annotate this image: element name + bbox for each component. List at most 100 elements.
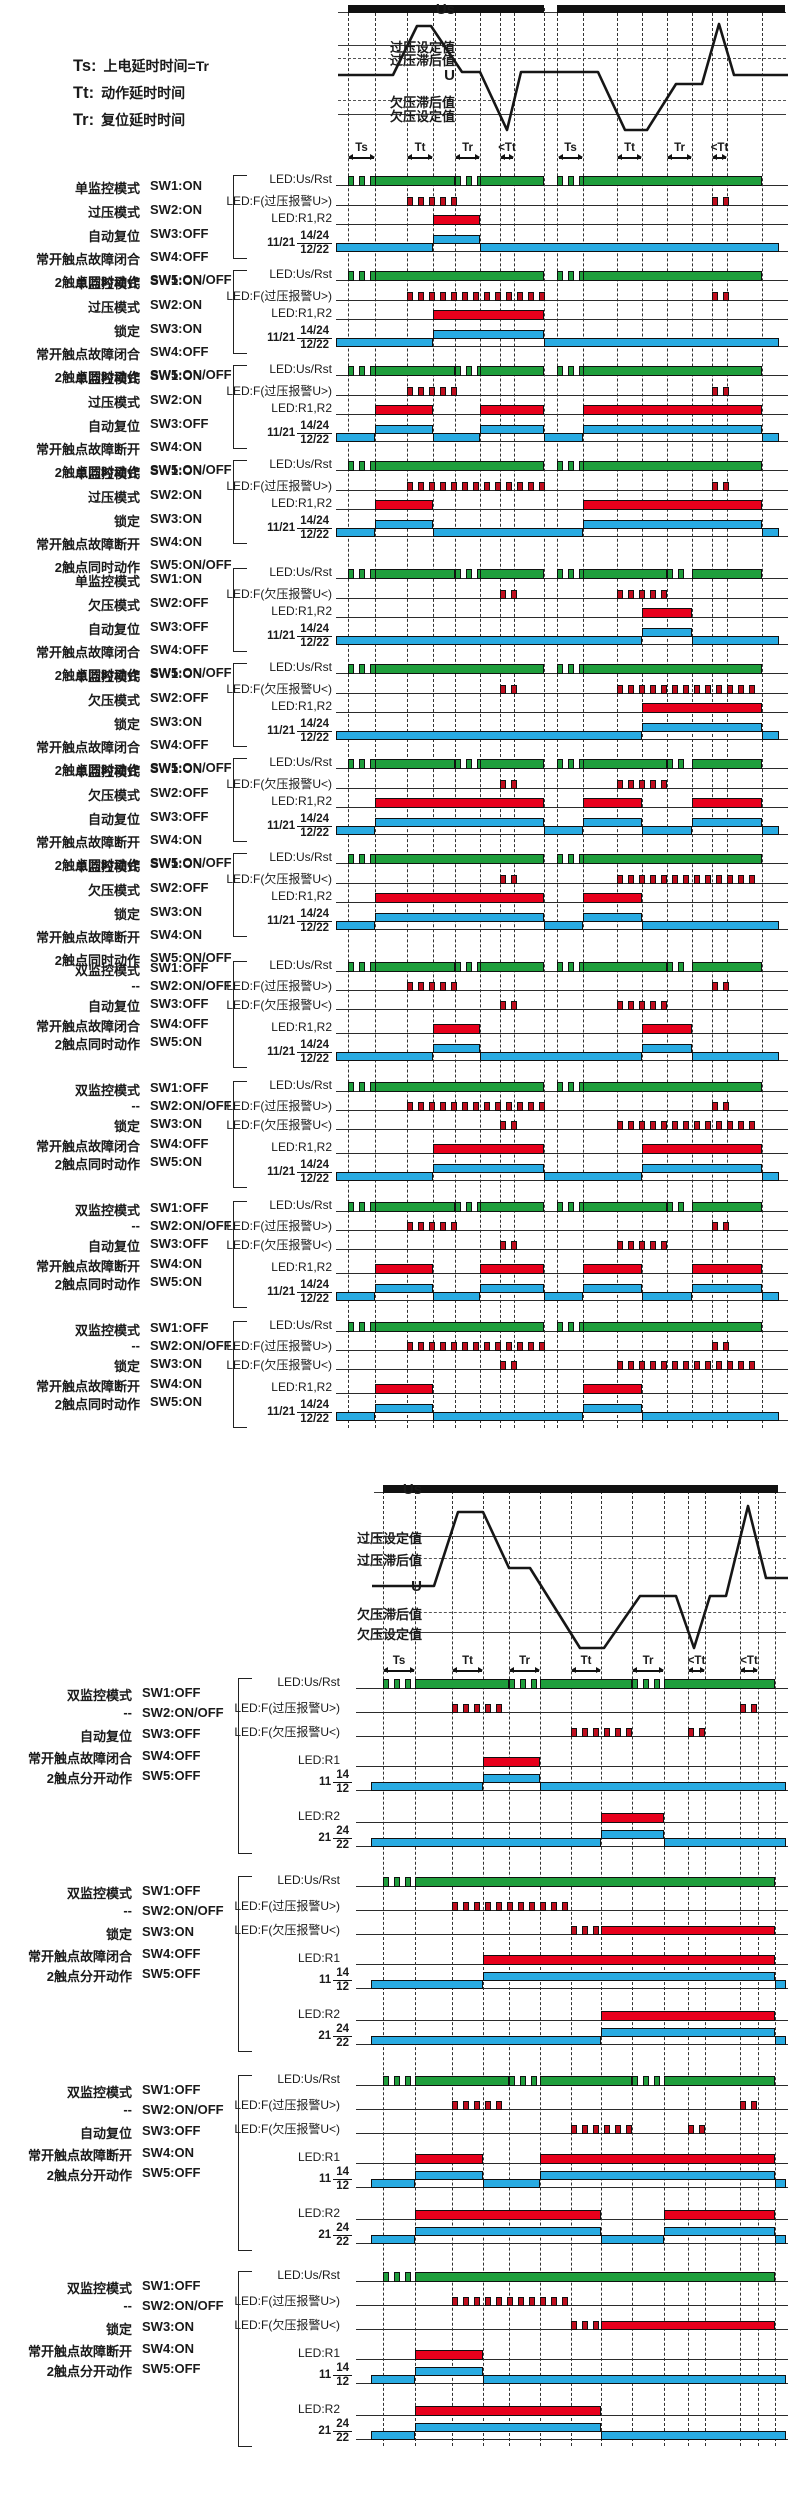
top-timing-block-12-led-blink-tick [694, 1361, 701, 1370]
top-timing-block-1-row-label-r12: LED:R1,R2 [271, 211, 332, 225]
top-timing-block-11-led-blink-tick [557, 1202, 564, 1212]
top-timing-block-8-mode-label: 锁定 [113, 907, 140, 922]
contact-terminal-fraction: 14/24 12/22 [297, 420, 332, 446]
top-timing-block-4-led-blink-tick [506, 482, 513, 491]
top-timing-block-2-led-blink-tick [484, 292, 491, 301]
top-timing-block-1-led-segment [583, 176, 762, 186]
bottom-timing-block-3-contact-segment [415, 2171, 483, 2180]
top-timing-block-5-led-blink-tick [557, 569, 564, 579]
top-timing-block-1-led-blink-tick [407, 197, 414, 206]
bottom-timing-block-4-row-baseline [356, 2305, 788, 2307]
bottom-timing-arrow-6 [740, 1667, 758, 1673]
bottom-timing-block-2-mode-label: 锁定 [105, 1927, 132, 1942]
top-timing-block-5-row-label-f_uv: LED:F(欠压报警U<) [226, 587, 332, 601]
top-timing-block-4-led-blink-tick [495, 482, 502, 491]
bottom-timing-block-1-contact-segment [664, 1838, 786, 1847]
top-timing-block-12-led-blink-tick [749, 1361, 756, 1370]
top-timing-block-8-led-blink-tick [617, 875, 624, 884]
top-timing-block-12-contact-segment [641, 1412, 779, 1421]
top-timing-block-10-led-blink-tick [661, 1121, 668, 1130]
top-timing-block-10-led-blink-tick [539, 1102, 546, 1111]
contact-terminal-fraction: 14/24 12/22 [297, 1279, 332, 1305]
top-timing-block-1-led-blink-tick [451, 197, 458, 206]
bottom-timing-block-2-contact-segment [600, 2028, 775, 2037]
bottom-timing-block-1-row-baseline [356, 1822, 788, 1824]
bottom-timing-arrow-3 [571, 1667, 601, 1673]
bottom-timing-block-3-led-blink-tick [394, 2076, 400, 2086]
bottom-timing-block-1-led-blink-tick [740, 1704, 747, 1713]
top-gridline-4 [455, 8, 456, 1428]
top-timing-block-9-led-segment [583, 962, 668, 972]
bottom-timing-block-1-switch-label: SW2:ON/OFF [142, 1705, 224, 1720]
bottom-timing-block-2-switch-label: SW3:ON [142, 1924, 194, 1939]
top-timing-block-9-led-blink-tick [661, 1001, 668, 1010]
bottom-timing-block-4-led-blink-tick [383, 2272, 389, 2282]
top-timing-block-10-led-blink-tick [716, 1121, 723, 1130]
bottom-timing-block-1-mode-label: 双监控模式 [66, 1688, 132, 1703]
bottom-timing-block-2-led-blink-tick [405, 1877, 411, 1887]
top-timing-block-7-contact-segment [762, 826, 779, 835]
top-timing-block-12-mode-label: -- [131, 1338, 140, 1353]
contact-terminal-fraction: 14 12 [333, 1769, 352, 1795]
top-timing-block-11-led-blink-tick [429, 1222, 436, 1231]
top-timing-block-5-contact-segment [692, 636, 779, 645]
top-timing-block-12-switch-label: SW3:ON [150, 1356, 202, 1371]
top-timing-block-9-led-blink-tick [722, 982, 729, 991]
top-timing-block-1-mode-label: 单监控模式 [74, 181, 140, 196]
legend-tt: Tt: 动作延时时间 [73, 83, 185, 103]
top-timing-block-4-row-label-us: LED:Us/Rst [269, 457, 332, 471]
bottom-timing-block-1-row-label-r1: LED:R1 [297, 1753, 340, 1767]
bottom-timing-block-2-contact-segment [775, 1980, 786, 1989]
top-timing-block-12-row-baseline [336, 1369, 788, 1371]
legend-tt-symbol: Tt: [73, 84, 95, 102]
top-timing-block-4-row-baseline [336, 490, 788, 492]
top-timing-block-7-led-blink-tick [650, 780, 657, 789]
top-timing-block-3-led-blink-tick [418, 387, 425, 396]
top-timing-block-6-led-segment [583, 664, 762, 674]
bottom-timing-block-4-led-blink-tick [528, 2297, 535, 2306]
top-timing-block-10-led-segment [374, 1082, 544, 1092]
contact-terminal-fraction: 14/24 12/22 [297, 1159, 332, 1185]
top-timing-block-1-mode-label: 2触点同时动作 [54, 275, 140, 290]
top-timing-block-10-led-blink-tick [568, 1082, 575, 1092]
top-timing-block-6-contact-segment [641, 723, 762, 732]
top-timing-block-10-led-blink-tick [506, 1102, 513, 1111]
top-timing-block-12-mode-label: 2触点同时动作 [54, 1397, 140, 1412]
top-timing-block-7-led-blink-tick [510, 780, 517, 789]
top-timing-block-4-contact-segment [374, 520, 433, 529]
bottom-timing-block-4-mode-label: 双监控模式 [66, 2281, 132, 2296]
top-timing-block-10-row-baseline [336, 1110, 788, 1112]
top-timing-block-12-led-blink-tick [407, 1342, 414, 1351]
top-timing-block-9-relay-segment [641, 1024, 693, 1034]
top-timing-block-9-led-blink-tick [418, 982, 425, 991]
top-gridline-12 [642, 8, 643, 1428]
top-timing-block-7-relay-segment [583, 798, 642, 808]
top-timing-block-6-row-baseline [336, 712, 788, 714]
top-timing-block-9-bracket [233, 961, 247, 1068]
top-timing-block-5-relay-segment [641, 608, 693, 618]
bottom-timing-block-1-led-blink-tick [405, 1679, 411, 1689]
top-timing-block-9-led-blink-tick [451, 982, 458, 991]
bottom-wave-label-uvhys: 欠压滞后值 [356, 1607, 422, 1622]
contact-terminal-number: 11 [319, 1776, 332, 1788]
top-timing-block-5-led-blink-tick [510, 590, 517, 599]
bottom-timing-block-1-contact-segment [540, 1782, 786, 1791]
top-timing-block-5-mode-label: 常开触点故障闭合 [35, 645, 140, 660]
top-timing-block-9-contact-segment [692, 1052, 779, 1061]
top-timing-block-4-row-label-r12: LED:R1,R2 [271, 496, 332, 510]
top-timing-block-3-row-label-f_ov: LED:F(过压报警U>) [226, 384, 332, 398]
top-wave-label-us: Us [435, 1, 455, 18]
top-timing-block-12-bracket [233, 1321, 247, 1428]
top-timing-block-8-relay-segment [374, 893, 544, 903]
top-timing-block-3-led-blink-tick [465, 366, 472, 376]
top-timing-block-5-contact-label: 11/21 14/24 12/22 [267, 622, 332, 650]
top-timing-block-9-led-blink-tick [465, 962, 472, 972]
top-timing-block-3-contact-segment [480, 425, 544, 434]
top-timing-block-2-led-blink-tick [517, 292, 524, 301]
top-timing-block-3-switch-label: SW5:ON/OFF [150, 462, 232, 477]
top-timing-block-6-led-segment [374, 664, 544, 674]
bottom-timing-block-3-contact-segment [600, 2235, 665, 2244]
top-timing-block-10-led-blink-tick [473, 1102, 480, 1111]
top-timing-block-10-relay-segment [641, 1144, 762, 1154]
